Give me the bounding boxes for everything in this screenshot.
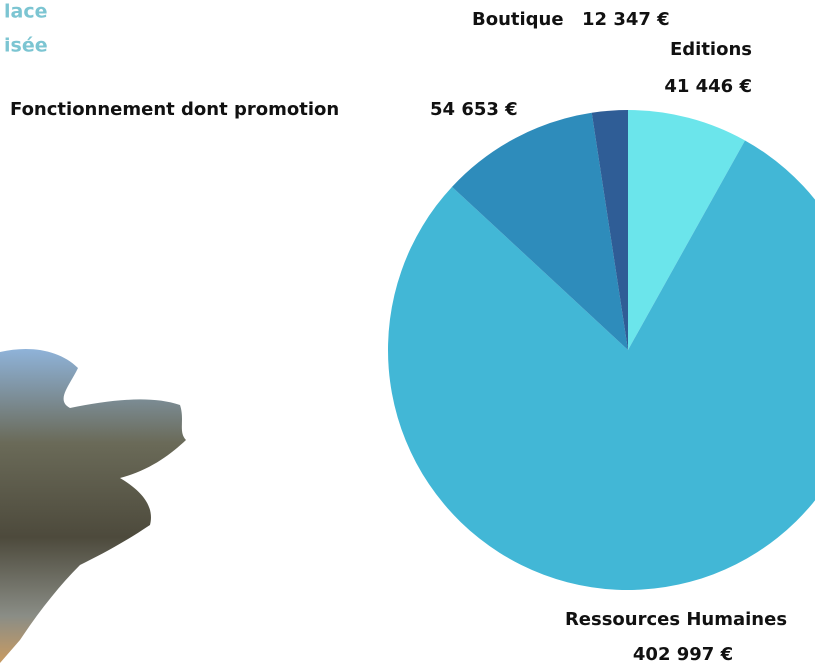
slice-label: Fonctionnement dont promotion xyxy=(10,99,339,120)
chart: lace isée Editions 41 446 € Ressources Hum… xyxy=(0,0,815,663)
slice-value-label: 54 653 € xyxy=(430,99,518,120)
slice-value-label: 41 446 € xyxy=(664,76,752,97)
slice-value-label: 12 347 € xyxy=(582,9,670,30)
slice-label: Boutique xyxy=(472,9,564,30)
slice-label: Editions xyxy=(670,39,752,60)
header-line: lace xyxy=(4,1,47,23)
slice-value-label: 402 997 € xyxy=(633,644,733,663)
slice-label: Ressources Humaines xyxy=(565,609,787,630)
page: lace isée Editions 41 446 € Ressources Hum… xyxy=(0,0,815,663)
island-photo xyxy=(0,349,186,663)
header-line: isée xyxy=(4,35,48,57)
